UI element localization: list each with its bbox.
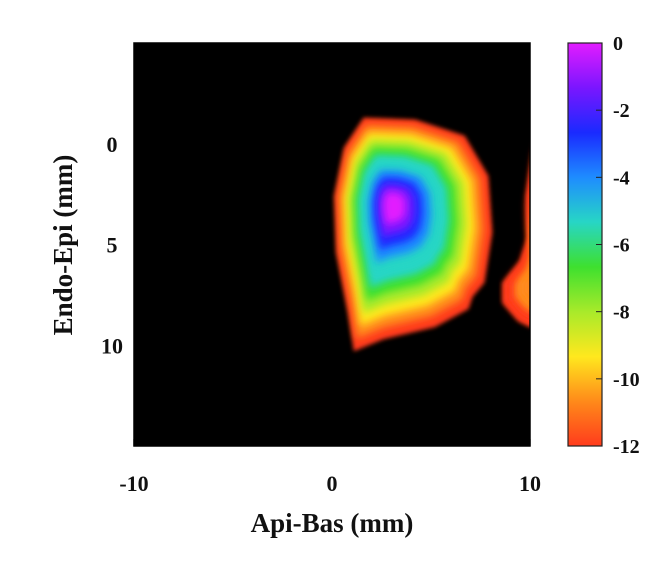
heat-contour	[535, 265, 540, 291]
heat-contour	[531, 252, 540, 294]
x-tick-label: -10	[119, 471, 148, 496]
colorbar-tick-label: -8	[613, 302, 630, 324]
colorbar-ticks: 0 -2 -4 -6 -8 -10 -12	[596, 33, 640, 458]
colorbar-tick-label: -12	[613, 436, 640, 458]
main-blob	[334, 117, 493, 352]
x-axis-ticks: -10 0 10	[119, 439, 541, 496]
colorbar-tick-label: -6	[613, 235, 630, 257]
right-edge-blob	[502, 167, 540, 328]
y-axis-label: Endo-Epi (mm)	[48, 155, 78, 336]
colorbar-tick-label: 0	[613, 33, 623, 55]
y-axis-ticks: 0 5 10	[101, 132, 141, 358]
x-tick-label: 10	[519, 471, 541, 496]
y-tick-label: 5	[107, 233, 118, 258]
heatmap-layer	[334, 117, 540, 352]
heat-contour	[524, 277, 530, 298]
x-tick-label: 0	[327, 471, 338, 496]
colorbar-tick-label: -4	[613, 167, 630, 189]
heat-contour	[383, 192, 406, 225]
colorbar-tick-label: -2	[613, 100, 630, 122]
colorbar-tick-label: -10	[613, 369, 640, 391]
x-axis-label: Api-Bas (mm)	[251, 508, 414, 538]
y-tick-label: 0	[107, 132, 118, 157]
y-tick-label: 10	[101, 333, 123, 358]
